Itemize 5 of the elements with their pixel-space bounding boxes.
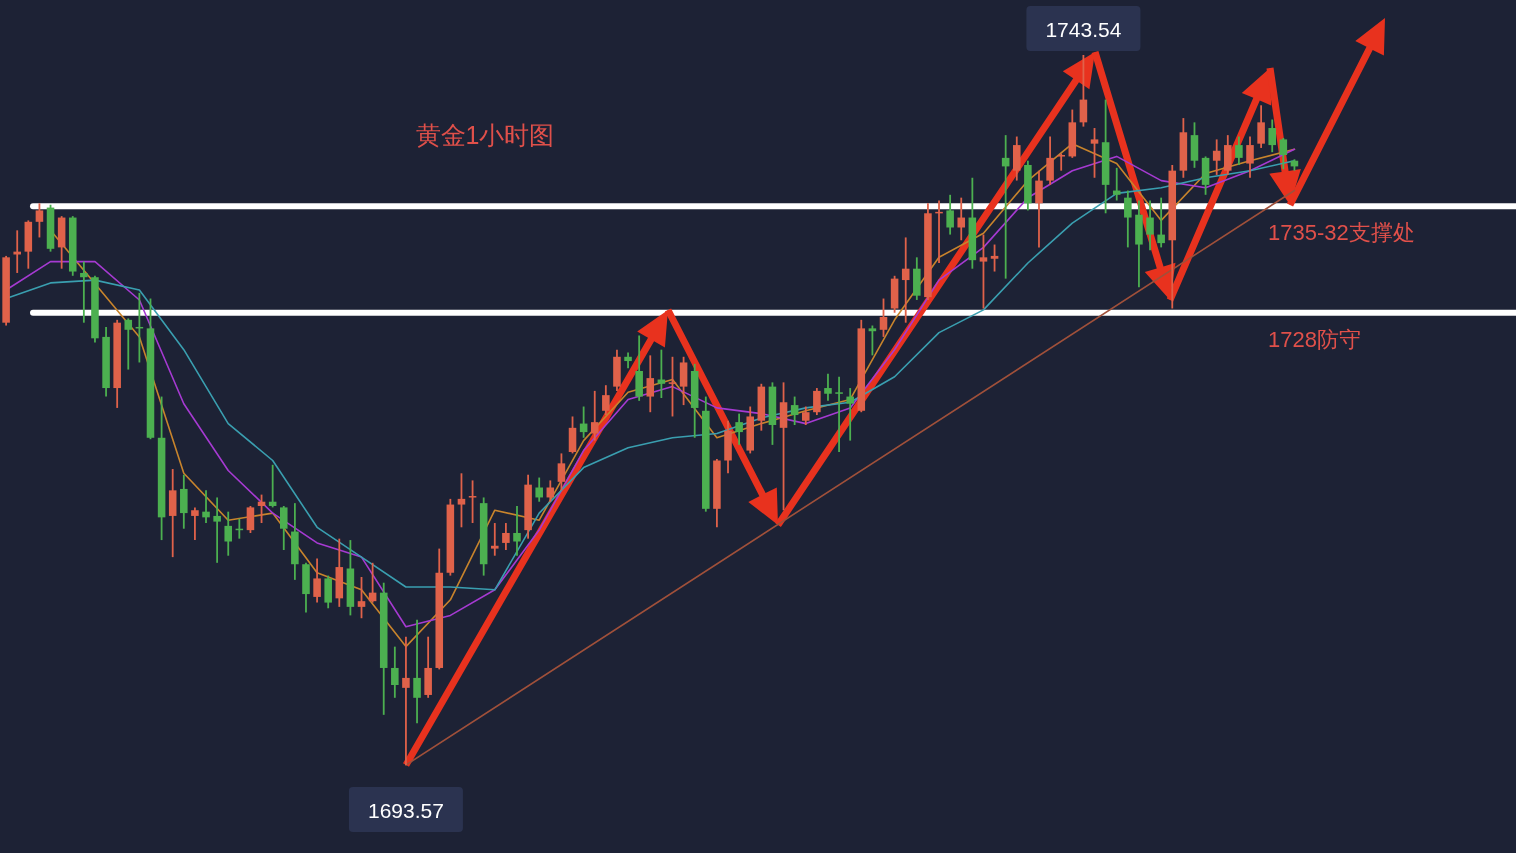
- annotation: 1743.54: [1045, 18, 1122, 41]
- text: 黄金1小时图: [415, 121, 555, 149]
- annotation: 1693.57: [367, 799, 444, 822]
- ref-line-label: 1728防守: [1268, 326, 1361, 352]
- ref-line-label: 1735-32支撑处: [1268, 220, 1415, 246]
